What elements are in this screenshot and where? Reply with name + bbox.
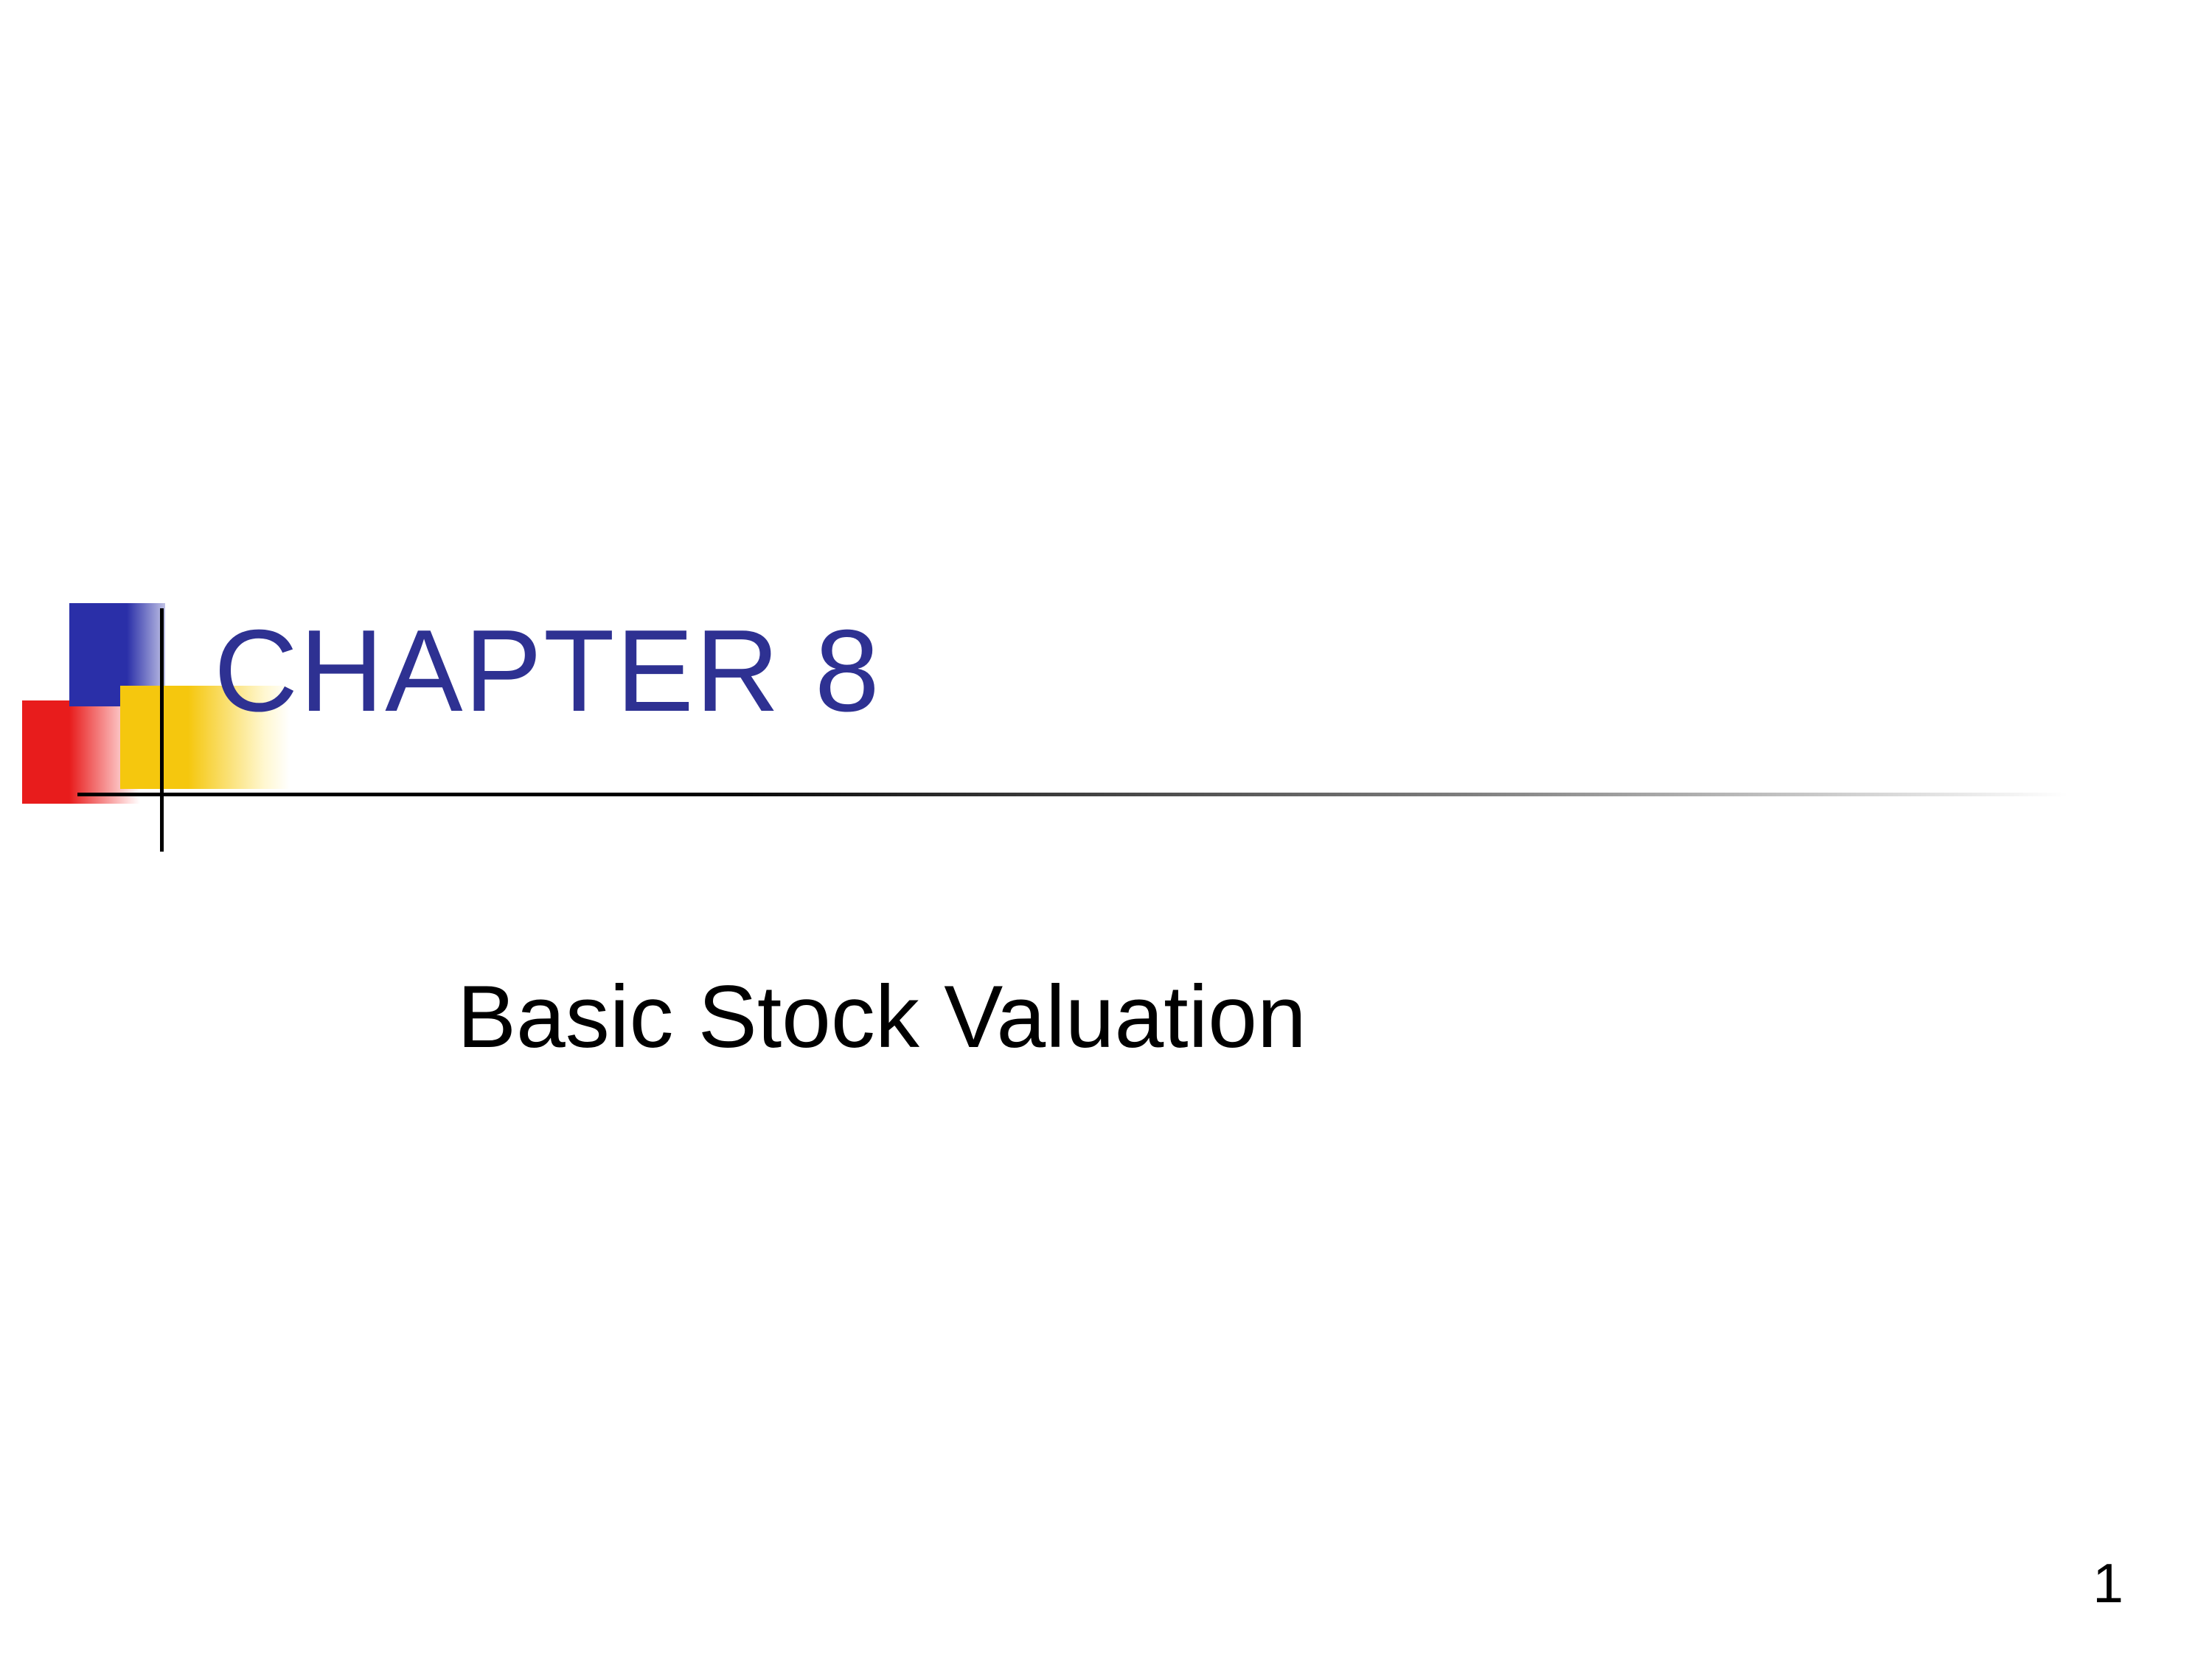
slide-container: CHAPTER 8 Basic Stock Valuation 1 — [0, 0, 2212, 1659]
horizontal-divider-line — [77, 793, 2068, 796]
chapter-title: CHAPTER 8 — [214, 605, 881, 738]
page-number: 1 — [2093, 1551, 2124, 1615]
slide-subtitle: Basic Stock Valuation — [457, 966, 1307, 1068]
vertical-divider-line — [160, 608, 164, 852]
